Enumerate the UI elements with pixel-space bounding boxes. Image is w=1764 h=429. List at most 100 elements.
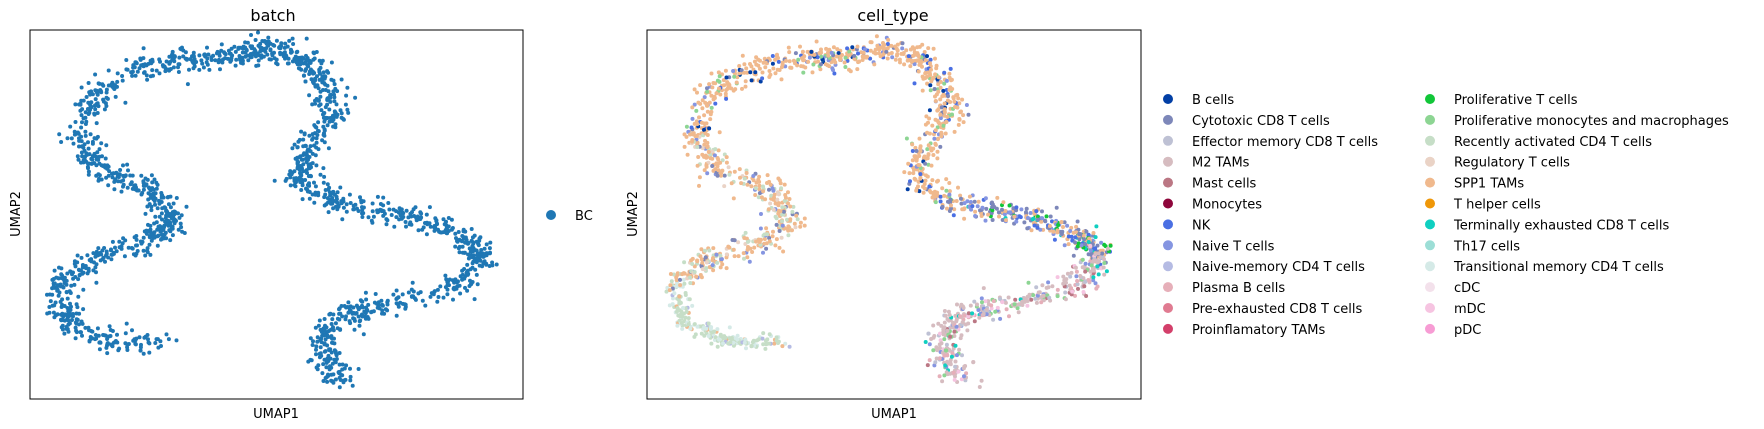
point-bc [340,362,345,367]
point-bc [400,292,405,297]
point-spp1-tams [709,93,714,98]
legend-marker [1425,240,1435,251]
point-bc [80,154,85,159]
point-bc [66,318,71,323]
point-cytotoxic-cd8-t-cells [1040,209,1044,214]
point-proliferative-monocytes-and-macrophages [942,373,947,378]
point-bc [56,283,60,288]
point-bc [169,216,174,221]
point-bc [116,179,120,184]
point-bc [348,366,352,371]
point-spp1-tams [778,209,783,214]
point-bc [141,46,146,51]
point-bc [317,103,322,108]
point-spp1-tams [873,51,878,56]
point-effector-memory-cd8-t-cells [1034,285,1039,290]
point-m2-tams [1063,297,1068,302]
legend-label: Th17 cells [1453,239,1520,254]
point-spp1-tams [698,254,703,259]
point-bc [427,205,432,210]
point-bc [473,267,478,272]
point-bc [142,182,147,187]
point-bc [151,197,156,202]
legend-marker [1425,114,1435,125]
point-bc [155,243,160,248]
panel-cell-type-frame [646,29,1142,400]
point-naive-t-cells [912,62,917,67]
point-bc [331,380,336,385]
point-spp1-tams [788,217,793,222]
legend-label: Mast cells [1192,177,1257,192]
point-bc [471,240,476,245]
point-bc [344,209,349,214]
point-bc [72,132,77,137]
point-spp1-tams [705,144,710,149]
point-nk [776,59,781,64]
point-bc [258,49,263,54]
point-effector-memory-cd8-t-cells [1068,274,1073,279]
legend-label: Transitional memory CD4 T cells [1453,260,1664,275]
point-bc [94,270,98,275]
point-m2-tams [942,325,947,330]
point-spp1-tams [774,237,779,242]
point-bc [415,214,420,219]
point-bc [78,330,83,335]
point-bc [51,277,56,281]
point-effector-memory-cd8-t-cells [1033,296,1038,301]
point-bc [484,251,489,256]
point-bc [69,136,74,141]
point-bc [343,102,348,107]
point-spp1-tams [692,87,697,92]
point-bc [320,371,325,376]
point-bc [77,268,82,273]
point-spp1-tams [690,256,695,261]
point-bc [438,284,443,289]
point-nk [970,204,975,209]
point-bc [392,224,397,229]
point-transitional-memory-cd4-t-cells [715,327,720,332]
point-bc [326,146,331,151]
point-b-cells [905,187,910,192]
point-spp1-tams [931,46,936,51]
point-bc [70,272,74,277]
point-m2-tams [971,360,976,365]
point-bc [322,317,327,321]
point-naive-t-cells [976,308,981,312]
point-bc [70,318,74,322]
panel-batch-points [45,30,499,390]
point-bc [310,343,315,347]
point-cytotoxic-cd8-t-cells [1077,237,1082,242]
point-nk [1035,225,1040,230]
point-bc [101,333,106,337]
point-recently-activated-cd4-t-cells [692,322,697,327]
legend-item-transitional-memory-cd4-t-cells: Transitional memory CD4 T cells [1425,260,1664,275]
point-spp1-tams [777,245,782,250]
point-bc [400,301,405,306]
point-bc [47,292,52,297]
point-spp1-tams [911,171,916,176]
point-bc [463,240,468,245]
point-naive-t-cells [1028,211,1033,215]
point-effector-memory-cd8-t-cells [926,331,931,336]
point-bc [90,141,95,146]
point-spp1-tams [832,58,837,63]
point-bc [181,54,186,59]
point-terminally-exhausted-cd8-t-cells [943,363,948,368]
point-spp1-tams [898,60,902,65]
point-spp1-tams [750,250,755,254]
point-bc [324,365,329,370]
point-bc [461,227,466,232]
point-bc [358,318,363,323]
point-mdc [952,377,957,382]
point-spp1-tams [848,69,853,74]
point-m2-tams [939,341,944,346]
point-bc [174,338,179,343]
point-bc [90,329,95,334]
point-spp1-tams [802,58,806,63]
point-m2-tams [1041,298,1046,303]
point-bc [490,263,495,268]
point-spp1-tams [857,59,862,64]
point-bc [74,330,79,335]
point-bc [319,340,324,345]
legend-item-mdc: mDC [1425,302,1486,317]
